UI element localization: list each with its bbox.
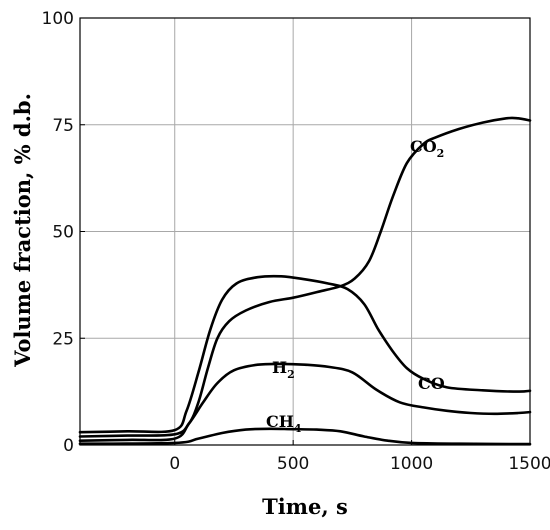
y-tick-label: 50 (52, 223, 74, 243)
y-tick-label: 25 (52, 329, 74, 349)
series-lines (78, 116, 532, 446)
y-axis-label: Volume fraction, % d.b. (10, 93, 35, 368)
tick-labels: 0 500 1000 1500 0 25 50 75 100 (42, 9, 550, 474)
series-line-h2 (78, 362, 532, 442)
series-label-co: CO (418, 374, 445, 393)
x-tick-label: 1500 (508, 454, 550, 474)
y-tick-label: 100 (42, 9, 74, 29)
y-tick-label: 75 (52, 116, 74, 136)
series-line-co (78, 274, 532, 434)
x-tick-label: 0 (169, 454, 180, 474)
series-label-ch4: CH4 (266, 412, 302, 435)
y-tick-label: 0 (63, 436, 74, 456)
series-line-ch4 (78, 427, 532, 446)
series-label-co2: CO2 (410, 137, 444, 160)
x-axis-label: Time, s (262, 494, 348, 519)
x-tick-label: 1000 (390, 454, 433, 474)
x-tick-label: 500 (277, 454, 309, 474)
series-label-h2: H2 (272, 358, 295, 381)
grid (80, 17, 531, 446)
